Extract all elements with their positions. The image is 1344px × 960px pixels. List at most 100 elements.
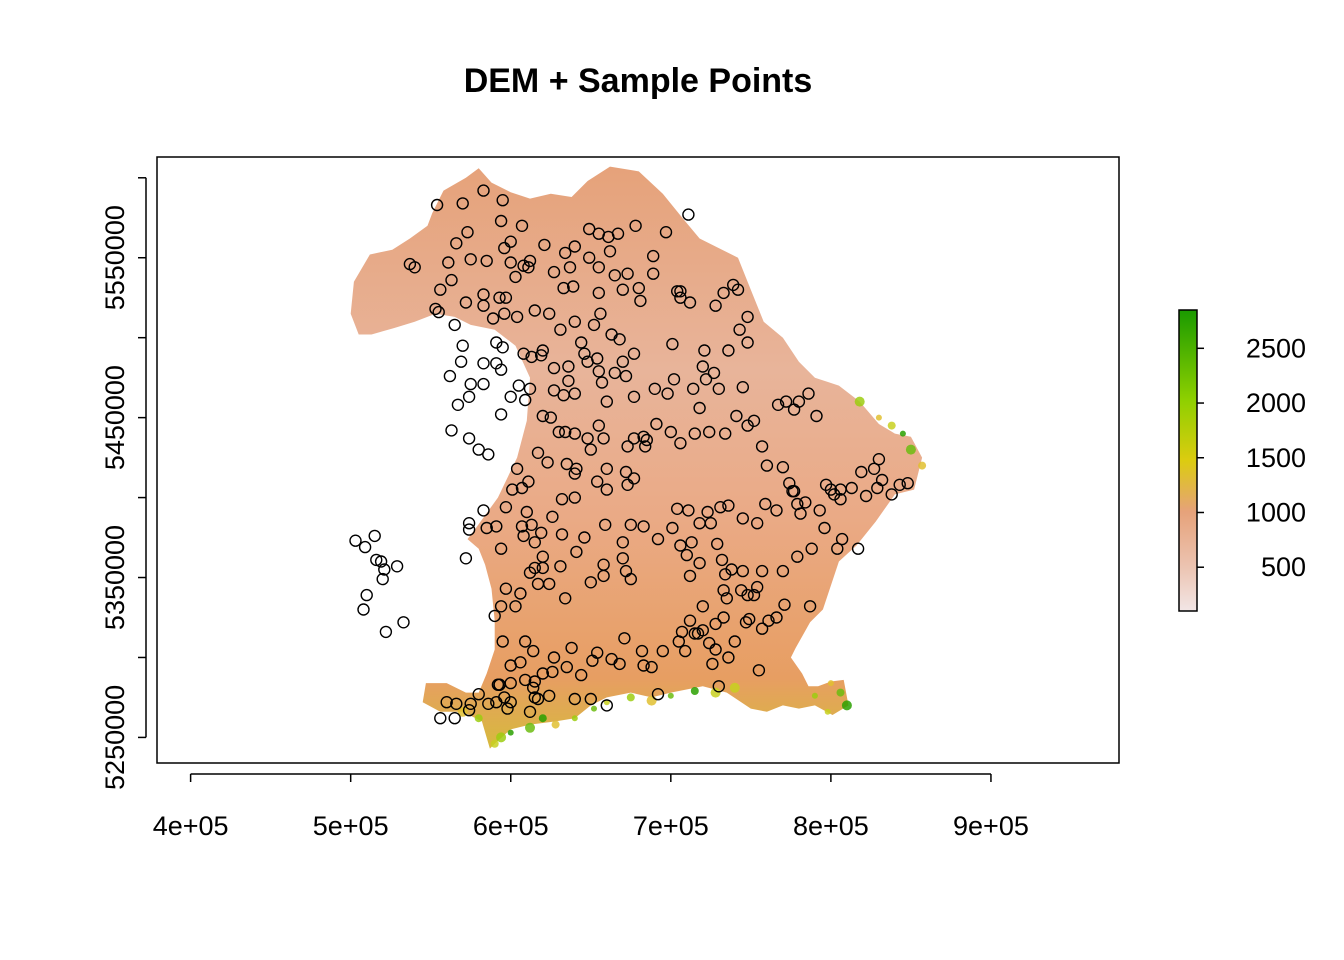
x-tick-label: 6e+05 — [473, 811, 549, 841]
sample-point — [509, 600, 522, 613]
sample-point — [893, 478, 906, 491]
sample-point — [867, 462, 881, 475]
sample-point — [543, 307, 556, 320]
sample-point — [462, 432, 476, 445]
alpine-patch — [729, 682, 740, 693]
sample-point — [600, 395, 613, 408]
plot-area — [349, 166, 927, 749]
sample-point — [522, 475, 535, 488]
sample-point — [575, 336, 588, 349]
sample-point — [637, 520, 650, 533]
sample-point — [693, 401, 706, 415]
sample-point — [568, 387, 581, 400]
alpine-patch — [626, 693, 635, 702]
alpine-patch — [525, 722, 535, 733]
sample-point — [547, 361, 561, 375]
sample-point — [635, 644, 649, 658]
sample-point — [752, 664, 766, 677]
x-tick-label: 4e+05 — [153, 811, 229, 841]
x-tick-label: 9e+05 — [953, 811, 1029, 841]
sample-point — [510, 310, 524, 324]
sample-point — [461, 225, 474, 239]
sample-point — [559, 246, 572, 260]
sample-point — [714, 501, 727, 514]
sample-point — [499, 501, 513, 514]
sample-point — [528, 536, 541, 549]
colorbar-ticks: 500 1000 1500 2000 2500 — [1197, 333, 1306, 582]
sample-point — [624, 518, 637, 531]
sample-point — [674, 291, 687, 304]
sample-point — [688, 627, 701, 640]
sample-point — [834, 483, 847, 496]
sample-point — [462, 517, 476, 530]
sample-point — [559, 425, 572, 439]
sample-point — [688, 427, 701, 440]
sample-point — [494, 363, 508, 376]
sample-point — [591, 646, 604, 659]
sample-point — [451, 398, 465, 411]
sample-point — [674, 437, 687, 450]
sample-point — [509, 270, 522, 284]
sample-point — [627, 472, 641, 485]
x-axis: 4e+05 5e+05 6e+05 7e+05 8e+05 9e+05 — [153, 773, 1029, 841]
sample-point — [730, 409, 743, 423]
sample-point — [525, 350, 538, 364]
y-tick-label: 5550000 — [100, 205, 130, 310]
sample-point — [592, 261, 605, 274]
sample-point — [859, 489, 873, 503]
sample-point — [450, 697, 463, 710]
sample-point — [770, 504, 783, 517]
sample-point — [541, 456, 554, 469]
sample-point — [720, 592, 733, 605]
sample-point — [711, 537, 724, 551]
sample-point — [510, 462, 524, 475]
sample-point — [901, 477, 914, 490]
sample-point — [587, 318, 601, 332]
sample-point — [390, 560, 404, 573]
alpine-patch — [690, 687, 699, 695]
sample-point — [496, 193, 509, 207]
sample-point — [639, 440, 652, 453]
sample-point — [459, 552, 473, 565]
sample-point — [477, 299, 490, 312]
sample-point — [600, 699, 613, 712]
sample-point — [538, 238, 551, 252]
sample-point — [755, 622, 769, 635]
sample-point — [536, 344, 549, 357]
alpine-patch — [490, 739, 499, 748]
sample-point — [608, 366, 621, 380]
sample-point — [685, 536, 698, 549]
sample-point — [776, 461, 790, 474]
sample-point — [679, 644, 692, 658]
sample-point — [597, 432, 610, 445]
sample-point — [515, 520, 529, 533]
sample-point — [715, 553, 729, 567]
sample-point — [608, 269, 621, 282]
sample-point — [599, 518, 612, 531]
sample-point — [536, 667, 549, 680]
sample-point — [618, 632, 631, 645]
alpine-patch — [887, 421, 896, 430]
sample-point — [515, 481, 529, 495]
sample-point — [728, 635, 741, 648]
sample-point — [824, 483, 838, 496]
colorbar-tick-label: 1000 — [1246, 497, 1306, 527]
sample-point — [719, 427, 732, 440]
sample-point — [602, 230, 615, 244]
sample-point — [567, 280, 580, 293]
colorbar-tick-label: 1500 — [1246, 443, 1306, 473]
sample-point — [450, 237, 463, 250]
sample-point — [770, 611, 783, 624]
sample-point — [357, 603, 370, 616]
sample-point — [682, 208, 695, 221]
sample-point — [568, 427, 581, 440]
sample-point — [707, 366, 721, 380]
sample-point — [397, 616, 410, 629]
sample-point — [592, 365, 605, 378]
sample-point — [802, 387, 815, 400]
sample-point — [504, 235, 517, 248]
sample-point — [499, 291, 513, 304]
sample-point — [522, 261, 535, 274]
sample-point — [666, 521, 679, 535]
sample-point — [648, 382, 661, 395]
